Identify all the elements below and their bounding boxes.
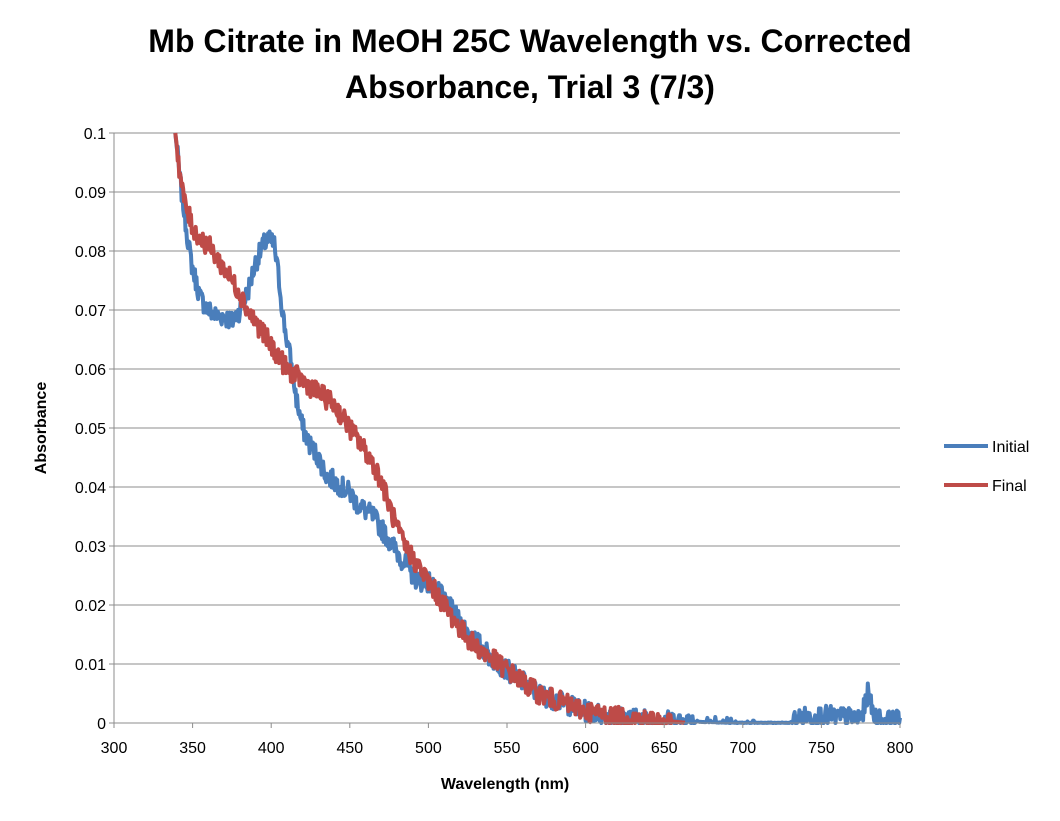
y-axis-title: Absorbance	[33, 382, 50, 475]
y-tick-label: 0.06	[75, 362, 106, 379]
legend: Initial Final	[944, 439, 1029, 495]
x-tick-label: 600	[572, 740, 599, 757]
series-line-final	[173, 132, 686, 725]
y-tick-label: 0.05	[75, 421, 106, 438]
y-tick-label: 0.09	[75, 185, 106, 202]
chart-title-line-1: Mb Citrate in MeOH 25C Wavelength vs. Co…	[148, 23, 911, 59]
x-tick-label: 500	[415, 740, 442, 757]
tick-labels: 0 0.01 0.02 0.03 0.04 0.05 0.06 0.07 0.08 0.09 0.1…	[75, 126, 914, 757]
y-tick-label: 0.02	[75, 598, 106, 615]
x-tick-label: 650	[651, 740, 678, 757]
y-tick-label: 0.04	[75, 480, 106, 497]
x-tick-label: 750	[808, 740, 835, 757]
x-tick-label: 300	[101, 740, 128, 757]
x-tick-label: 450	[336, 740, 363, 757]
x-tick-label: 800	[887, 740, 914, 757]
legend-label-initial: Initial	[992, 439, 1029, 456]
x-tick-label: 400	[258, 740, 285, 757]
y-tick-label: 0.1	[84, 126, 106, 143]
y-tick-label: 0.08	[75, 244, 106, 261]
y-tick-label: 0.07	[75, 303, 106, 320]
y-tick-label: 0.01	[75, 657, 106, 674]
axes	[109, 132, 901, 728]
y-tick-label: 0	[97, 716, 106, 733]
legend-label-final: Final	[992, 478, 1027, 495]
gridlines	[114, 132, 900, 665]
x-tick-label: 350	[179, 740, 206, 757]
x-tick-label: 550	[494, 740, 521, 757]
y-tick-label: 0.03	[75, 539, 106, 556]
x-axis-title: Wavelength (nm)	[441, 776, 569, 793]
x-tick-label: 700	[729, 740, 756, 757]
chart-title-line-2: Absorbance, Trial 3 (7/3)	[345, 69, 715, 105]
